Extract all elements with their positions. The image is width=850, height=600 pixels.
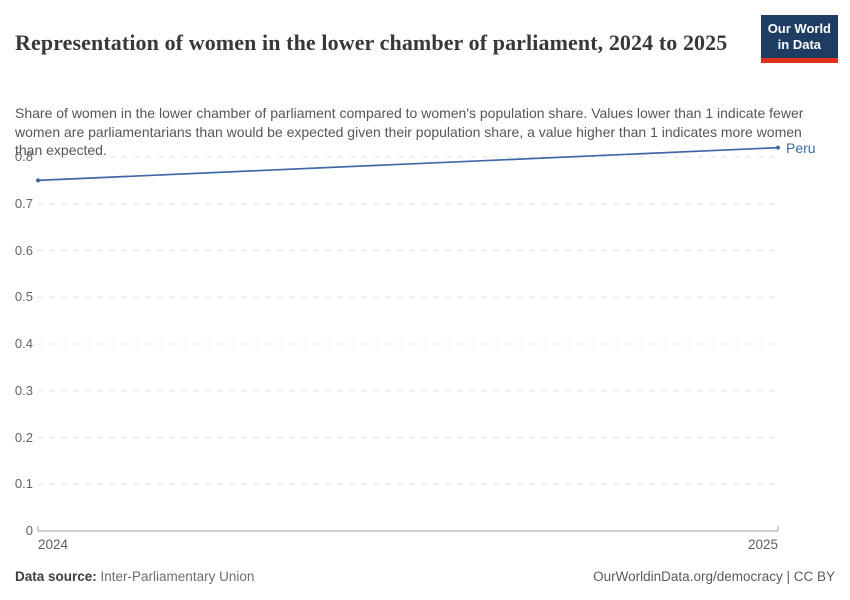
y-axis-tick-label: 0.1 <box>14 476 33 492</box>
y-axis-tick-label: 0.6 <box>14 242 33 258</box>
owid-logo-red-bar <box>760 58 838 63</box>
x-axis-tick-label: 2024 <box>38 537 69 552</box>
page-title: Representation of women in the lower cha… <box>15 29 728 55</box>
y-axis-tick-label: 0 <box>25 523 33 538</box>
y-axis-tick-label: 0.3 <box>14 382 33 398</box>
y-axis-tick-label: 0.4 <box>14 336 33 351</box>
y-axis-tick-label: 0.7 <box>14 195 33 211</box>
data-source-label: Data source: <box>15 569 97 584</box>
y-axis-tick-label: 0.8 <box>14 149 33 164</box>
x-axis-tick-label: 2025 <box>747 537 778 552</box>
owid-logo-text: Our World in Data <box>760 15 838 58</box>
owid-url-license[interactable]: OurWorldinData.org/democracy | CC BY <box>593 569 835 584</box>
entity-label[interactable]: Peru <box>786 139 816 156</box>
owid-logo[interactable]: Our World in Data <box>760 15 838 63</box>
data-point-marker <box>36 178 40 183</box>
y-axis-tick-label: 0.2 <box>14 429 33 445</box>
y-axis-tick-label: 0.5 <box>14 289 33 305</box>
data-source-value: Inter-Parliamentary Union <box>96 569 255 584</box>
chart-subtitle: Share of women in the lower chamber of p… <box>15 105 804 158</box>
data-source-note: Data source: Inter-Parliamentary Union <box>15 568 254 585</box>
